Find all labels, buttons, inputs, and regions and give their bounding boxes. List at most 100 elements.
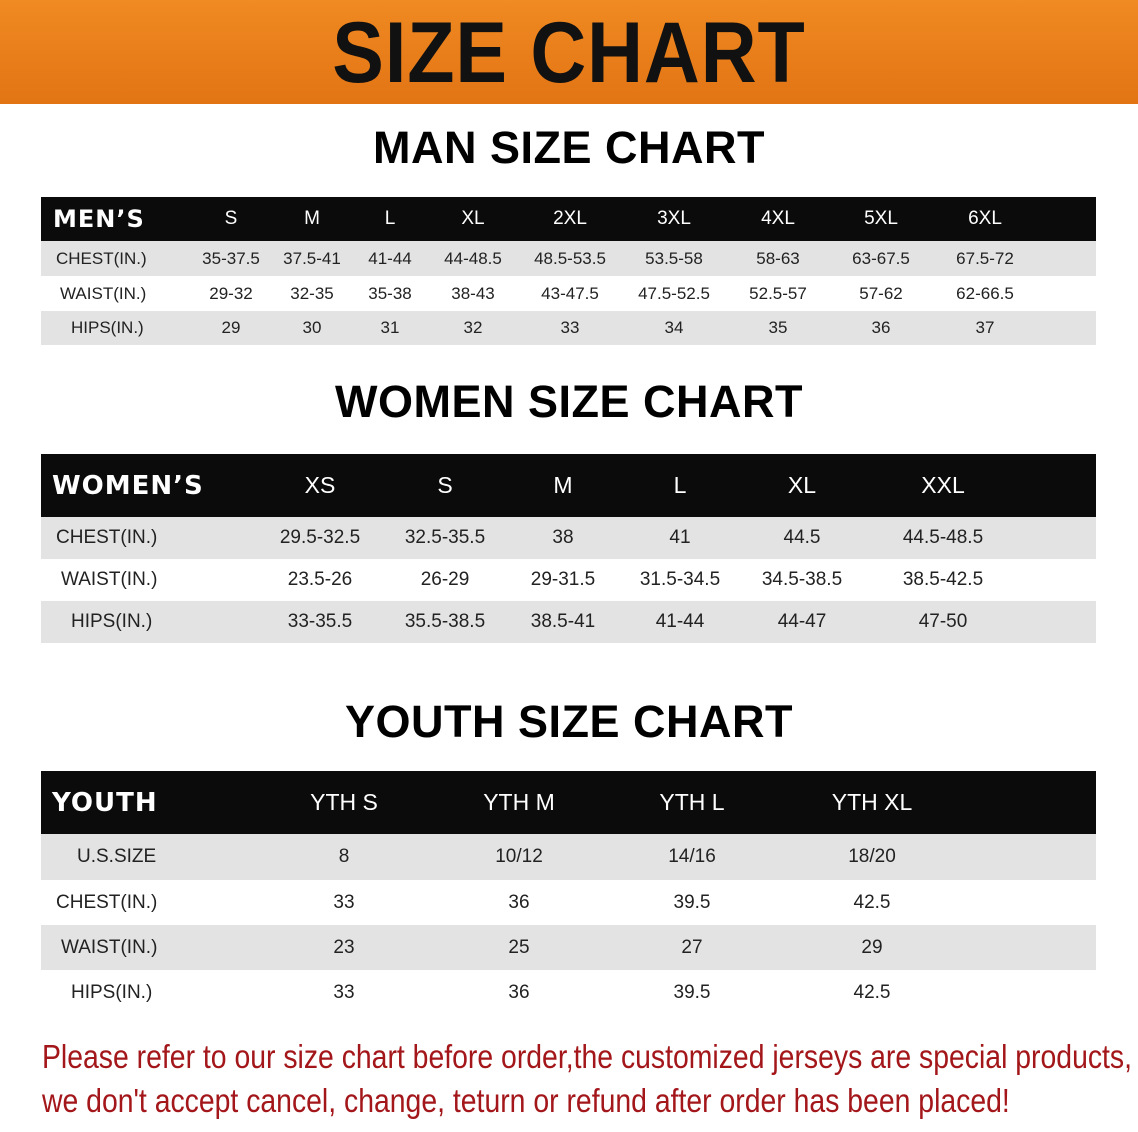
measurement-cell: 42.5 bbox=[853, 981, 891, 1003]
table-row: CHEST(IN.) 33 36 39.5 42.5 bbox=[41, 880, 1096, 925]
size-header: M bbox=[553, 472, 573, 498]
measurement-cell: 42.5 bbox=[853, 891, 891, 913]
measurement-cell: 63-67.5 bbox=[852, 248, 910, 268]
measurement-cell: 18/20 bbox=[848, 846, 896, 867]
size-header: YTH M bbox=[483, 789, 555, 815]
measurement-cell: 41-44 bbox=[368, 248, 412, 268]
size-header: YTH S bbox=[310, 789, 378, 815]
table-row: U.S.SIZE 8 10/12 14/16 18/20 bbox=[41, 834, 1096, 880]
measurement-cell: 39.5 bbox=[673, 981, 711, 1003]
youth-section-title: YOUTH SIZE CHART bbox=[344, 696, 793, 747]
measurement-cell: 44.5-48.5 bbox=[902, 527, 984, 548]
banner: SIZE CHART bbox=[0, 0, 1138, 104]
row-label: CHEST(IN.) bbox=[56, 891, 158, 913]
size-header: XL bbox=[461, 208, 485, 229]
measurement-cell: 62-66.5 bbox=[956, 283, 1014, 303]
table-row: WAIST(IN.) 23.5-26 26-29 29-31.5 31.5-34.5 34… bbox=[41, 559, 1096, 601]
table-row: CHEST(IN.) 35-37.5 37.5-41 41-44 44-48.5 48.5… bbox=[41, 241, 1096, 276]
measurement-cell: 23 bbox=[333, 936, 355, 958]
youth-header-row: YOUTH YTH S YTH M YTH L YTH XL bbox=[41, 771, 1096, 834]
size-header: 2XL bbox=[553, 208, 587, 229]
women-header-label: WOMEN’S bbox=[52, 470, 204, 501]
youth-header-label: YOUTH bbox=[52, 787, 158, 818]
measurement-cell: 33 bbox=[333, 891, 355, 913]
measurement-cell: 44.5 bbox=[783, 527, 821, 548]
size-header: L bbox=[384, 208, 396, 229]
row-label: HIPS(IN.) bbox=[71, 611, 153, 632]
measurement-cell: 29 bbox=[221, 318, 241, 337]
size-header: L bbox=[673, 472, 687, 498]
men-header-label: MEN’S bbox=[53, 205, 145, 233]
size-header: YTH L bbox=[659, 789, 725, 815]
measurement-cell: 53.5-58 bbox=[645, 248, 703, 268]
measurement-cell: 37.5-41 bbox=[283, 248, 341, 268]
youth-size-table: YOUTH YTH S YTH M YTH L YTH XL U.S.SIZE 8 10/12… bbox=[41, 771, 1096, 1015]
table-row: HIPS(IN.) 33-35.5 35.5-38.5 38.5-41 41-44 44-… bbox=[41, 601, 1096, 643]
measurement-cell: 41-44 bbox=[655, 611, 705, 632]
measurement-cell: 23.5-26 bbox=[287, 569, 353, 590]
row-label: WAIST(IN.) bbox=[61, 569, 158, 590]
measurement-cell: 57-62 bbox=[859, 283, 903, 303]
measurement-cell: 35-38 bbox=[368, 283, 412, 303]
men-section-title: MAN SIZE CHART bbox=[373, 122, 765, 173]
size-header: M bbox=[304, 208, 320, 229]
measurement-cell: 36 bbox=[508, 981, 530, 1003]
measurement-cell: 39.5 bbox=[673, 891, 711, 913]
size-header: 5XL bbox=[864, 208, 898, 229]
notice-line-1: Please refer to our size chart before or… bbox=[42, 1038, 1133, 1075]
measurement-cell: 31.5-34.5 bbox=[639, 569, 721, 590]
row-label: HIPS(IN.) bbox=[71, 318, 144, 337]
measurement-cell: 48.5-53.5 bbox=[534, 248, 606, 268]
measurement-cell: 35.5-38.5 bbox=[404, 611, 486, 632]
measurement-cell: 34.5-38.5 bbox=[761, 569, 843, 590]
size-header: XXL bbox=[921, 472, 965, 498]
measurement-cell: 44-47 bbox=[777, 611, 827, 632]
measurement-cell: 33-35.5 bbox=[287, 611, 353, 632]
measurement-cell: 38.5-41 bbox=[530, 611, 596, 632]
measurement-cell: 38 bbox=[552, 527, 574, 548]
measurement-cell: 32-35 bbox=[290, 283, 334, 303]
size-header: 3XL bbox=[657, 208, 691, 229]
size-header: XS bbox=[304, 472, 336, 498]
women-section-title: WOMEN SIZE CHART bbox=[335, 376, 803, 427]
measurement-cell: 58-63 bbox=[756, 248, 800, 268]
measurement-cell: 8 bbox=[338, 846, 350, 867]
measurement-cell: 36 bbox=[871, 318, 891, 337]
measurement-cell: 32.5-35.5 bbox=[404, 527, 486, 548]
measurement-cell: 29-32 bbox=[209, 283, 253, 303]
measurement-cell: 14/16 bbox=[668, 846, 716, 867]
size-header: S bbox=[224, 208, 238, 229]
banner-title: SIZE CHART bbox=[332, 5, 806, 101]
size-header: 4XL bbox=[761, 208, 795, 229]
size-header: XL bbox=[787, 472, 817, 498]
row-label: U.S.SIZE bbox=[77, 846, 157, 867]
measurement-cell: 33 bbox=[333, 981, 355, 1003]
measurement-cell: 31 bbox=[380, 318, 400, 337]
row-label: CHEST(IN.) bbox=[56, 527, 158, 548]
table-row: HIPS(IN.) 29 30 31 32 33 34 35 36 37 bbox=[41, 311, 1096, 345]
measurement-cell: 35-37.5 bbox=[202, 248, 260, 268]
measurement-cell: 47.5-52.5 bbox=[638, 283, 710, 303]
row-label: WAIST(IN.) bbox=[61, 936, 158, 958]
measurement-cell: 43-47.5 bbox=[541, 283, 599, 303]
measurement-cell: 34 bbox=[664, 318, 684, 337]
size-header: S bbox=[437, 472, 453, 498]
measurement-cell: 38-43 bbox=[451, 283, 495, 303]
table-row: CHEST(IN.) 29.5-32.5 32.5-35.5 38 41 44.5 44.5… bbox=[41, 517, 1096, 559]
measurement-cell: 26-29 bbox=[420, 569, 470, 590]
measurement-cell: 38.5-42.5 bbox=[902, 569, 984, 590]
measurement-cell: 33 bbox=[560, 318, 580, 337]
measurement-cell: 37 bbox=[975, 318, 995, 337]
measurement-cell: 27 bbox=[681, 936, 703, 958]
size-header: YTH XL bbox=[831, 789, 913, 815]
row-label: HIPS(IN.) bbox=[71, 981, 153, 1003]
measurement-cell: 29 bbox=[861, 936, 883, 958]
men-header-row: MEN’S S M L XL 2XL 3XL 4XL 5XL 6XL bbox=[41, 197, 1096, 241]
measurement-cell: 47-50 bbox=[918, 611, 968, 632]
men-size-table: MEN’S S M L XL 2XL 3XL 4XL 5XL 6XL CHEST(IN.) 35-37… bbox=[41, 197, 1096, 345]
measurement-cell: 29.5-32.5 bbox=[279, 527, 361, 548]
measurement-cell: 29-31.5 bbox=[530, 569, 596, 590]
table-row: WAIST(IN.) 23 25 27 29 bbox=[41, 925, 1096, 970]
measurement-cell: 25 bbox=[508, 936, 530, 958]
measurement-cell: 32 bbox=[463, 318, 483, 337]
